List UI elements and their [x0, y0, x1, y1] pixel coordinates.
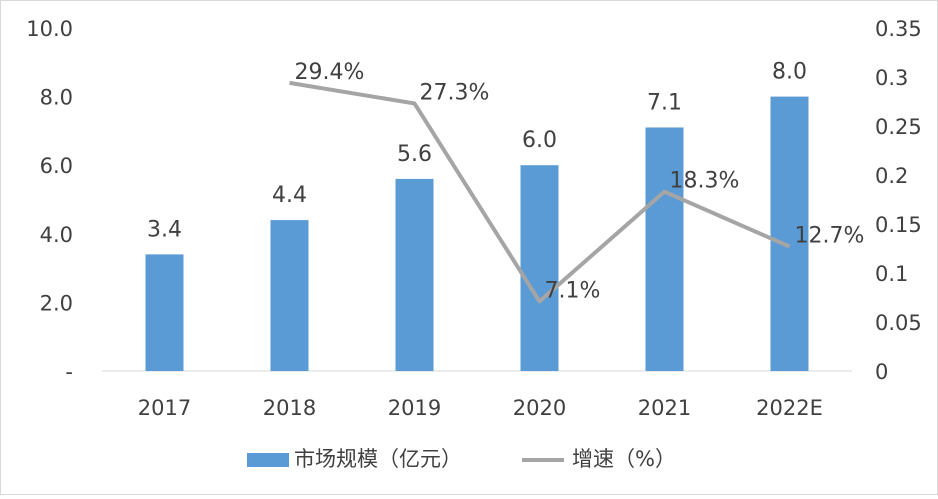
line-data-label: 29.4%	[295, 60, 365, 85]
right-axis-ticks: 0 0.05 0.1 0.15 0.2 0.25 0.3 0.35	[875, 17, 922, 384]
left-tick-label: 2.0	[40, 291, 73, 315]
bar-data-label: 7.1	[647, 90, 682, 115]
right-tick-label: 0.3	[875, 66, 908, 90]
bar-series	[145, 96, 809, 371]
right-tick-label: 0.2	[875, 164, 908, 188]
growth-line	[289, 80, 791, 304]
line-data-label: 7.1%	[545, 278, 601, 303]
x-tick-label: 2018	[263, 396, 316, 420]
legend-line-label: 增速（%）	[572, 447, 676, 471]
legend: 市场规模（亿元） 增速（%）	[247, 447, 676, 471]
left-tick-label: 4.0	[40, 223, 73, 247]
line-data-label: 12.7%	[795, 224, 865, 249]
right-tick-label: 0.15	[875, 213, 922, 237]
line-value-labels: 29.4% 27.3% 7.1% 18.3% 12.7%	[295, 60, 865, 304]
x-axis-ticks: 2017 2018 2019 2020 2021 2022E	[138, 396, 823, 420]
bar	[520, 165, 559, 371]
bar	[770, 96, 809, 371]
bar	[395, 178, 434, 371]
left-axis-ticks: - 2.0 4.0 6.0 8.0 10.0	[26, 17, 73, 384]
right-tick-label: 0.35	[875, 17, 922, 41]
right-tick-label: 0	[875, 360, 888, 384]
bar-data-label: 8.0	[772, 60, 807, 85]
left-tick-label: -	[65, 360, 73, 384]
x-tick-label: 2022E	[756, 396, 823, 420]
bar	[145, 254, 184, 371]
x-tick-label: 2019	[388, 396, 441, 420]
x-tick-label: 2021	[638, 396, 691, 420]
line-data-label: 27.3%	[420, 80, 490, 105]
legend-bar-label: 市场规模（亿元）	[294, 447, 462, 471]
bar-data-label: 5.6	[397, 142, 432, 167]
bar-data-label: 3.4	[147, 217, 182, 242]
bar	[645, 127, 684, 371]
line-series	[289, 80, 791, 304]
left-tick-label: 8.0	[40, 86, 73, 110]
left-tick-label: 10.0	[26, 17, 73, 41]
x-tick-label: 2017	[138, 396, 191, 420]
right-tick-label: 0.25	[875, 115, 922, 139]
bar-value-labels: 3.4 4.4 5.6 6.0 7.1 8.0	[147, 60, 807, 243]
line-data-label: 18.3%	[670, 169, 740, 194]
bar	[270, 220, 309, 371]
right-tick-label: 0.1	[875, 262, 908, 286]
bar-data-label: 6.0	[522, 128, 557, 153]
left-tick-label: 6.0	[40, 154, 73, 178]
legend-bar-swatch	[247, 453, 289, 467]
right-tick-label: 0.05	[875, 311, 922, 335]
bar-data-label: 4.4	[272, 183, 307, 208]
x-tick-label: 2020	[513, 396, 566, 420]
